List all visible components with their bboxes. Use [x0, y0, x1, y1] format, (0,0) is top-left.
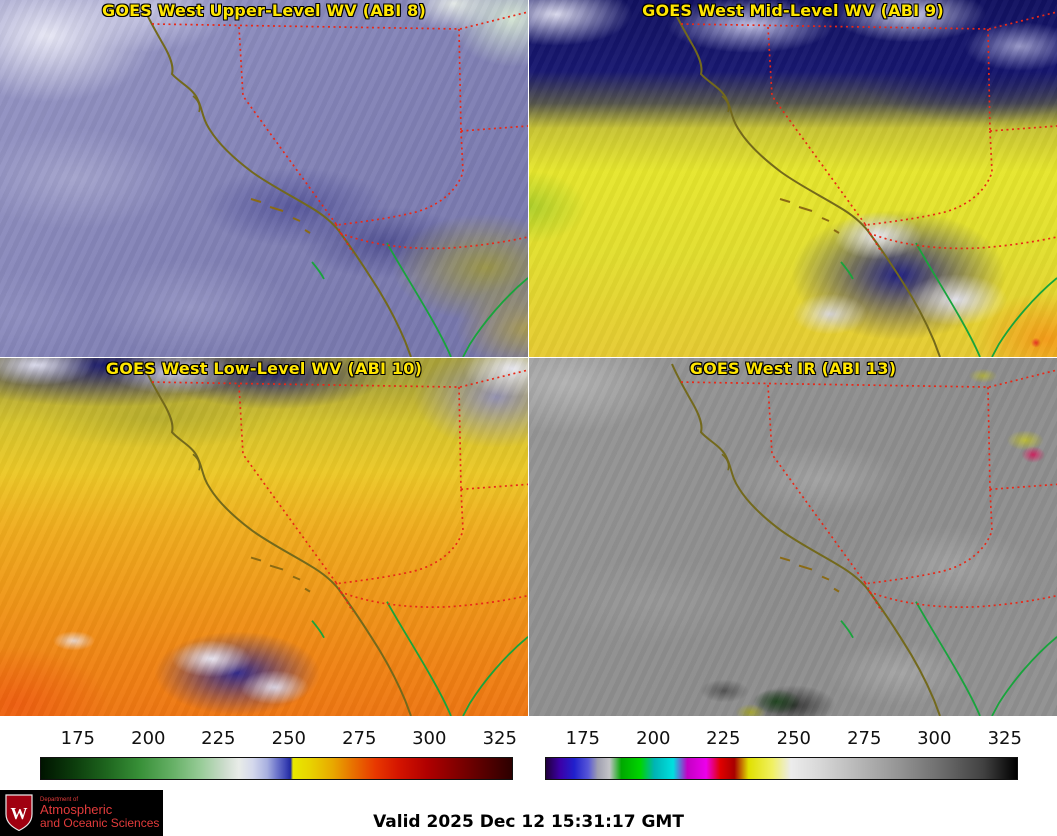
wv-tick-label: 300 [412, 728, 447, 749]
satellite-imagery-ir [529, 358, 1057, 716]
satellite-imagery-mid-wv [529, 0, 1057, 357]
panel-title-upper-wv: GOES West Upper-Level WV (ABI 8) [102, 1, 426, 20]
wv-tick-label: 250 [271, 728, 306, 749]
satellite-imagery-upper-wv [0, 0, 528, 357]
logo-department-label: Department of [40, 796, 79, 803]
panel-ir: GOES West IR (ABI 13) [529, 358, 1057, 716]
wv-tick-label: 325 [482, 728, 517, 749]
panel-mid-level-wv: GOES West Mid-Level WV (ABI 9) [529, 0, 1057, 357]
wv-colorbar [40, 757, 513, 780]
ir-tick-label: 200 [636, 728, 671, 749]
ir-tick-label: 250 [776, 728, 811, 749]
map-overlay [671, 5, 1057, 357]
wv-tick-label: 175 [60, 728, 96, 749]
colorbar-area: 175 200 225 250 275 300 325 175 200 225 … [0, 716, 1057, 790]
panel-title-mid-wv: GOES West Mid-Level WV (ABI 9) [642, 1, 944, 20]
uw-aos-logo: W Department of Atmospheric and Oceanic … [0, 790, 163, 836]
satellite-imagery-low-wv [0, 358, 528, 716]
footer: W Department of Atmospheric and Oceanic … [0, 790, 1057, 836]
map-overlay [141, 363, 528, 716]
panel-low-level-wv: GOES West Low-Level WV (ABI 10) [0, 358, 528, 716]
ir-tick-label: 225 [706, 728, 741, 749]
logo-atmospheric-label: Atmospheric [40, 802, 113, 818]
map-overlay [142, 5, 528, 357]
panel-upper-level-wv: GOES West Upper-Level WV (ABI 8) [0, 0, 528, 357]
logo-text: Department of Atmospheric and Oceanic Sc… [40, 797, 159, 829]
valid-time-label: Valid 2025 Dec 12 15:31:17 GMT [373, 812, 684, 832]
wv-tick-label: 275 [342, 728, 377, 749]
panel-title-ir: GOES West IR (ABI 13) [689, 359, 897, 378]
ir-tick-label: 275 [847, 728, 882, 749]
panel-title-low-wv: GOES West Low-Level WV (ABI 10) [105, 359, 423, 378]
map-overlay [670, 363, 1057, 716]
ir-colorbar-group: 175 200 225 250 275 300 325 [545, 716, 1022, 790]
wv-tick-label: 200 [131, 728, 166, 749]
logo-oceanic-label: and Oceanic Sciences [40, 815, 160, 830]
ir-colorbar [545, 757, 1018, 780]
crest-letter: W [11, 804, 28, 823]
ir-tick-label: 325 [987, 728, 1022, 749]
uw-crest-icon: W [5, 794, 33, 832]
ir-tick-label: 300 [917, 728, 952, 749]
wv-tick-label: 225 [201, 728, 236, 749]
ir-tick-label: 175 [565, 728, 601, 749]
wv-colorbar-group: 175 200 225 250 275 300 325 [40, 716, 517, 790]
